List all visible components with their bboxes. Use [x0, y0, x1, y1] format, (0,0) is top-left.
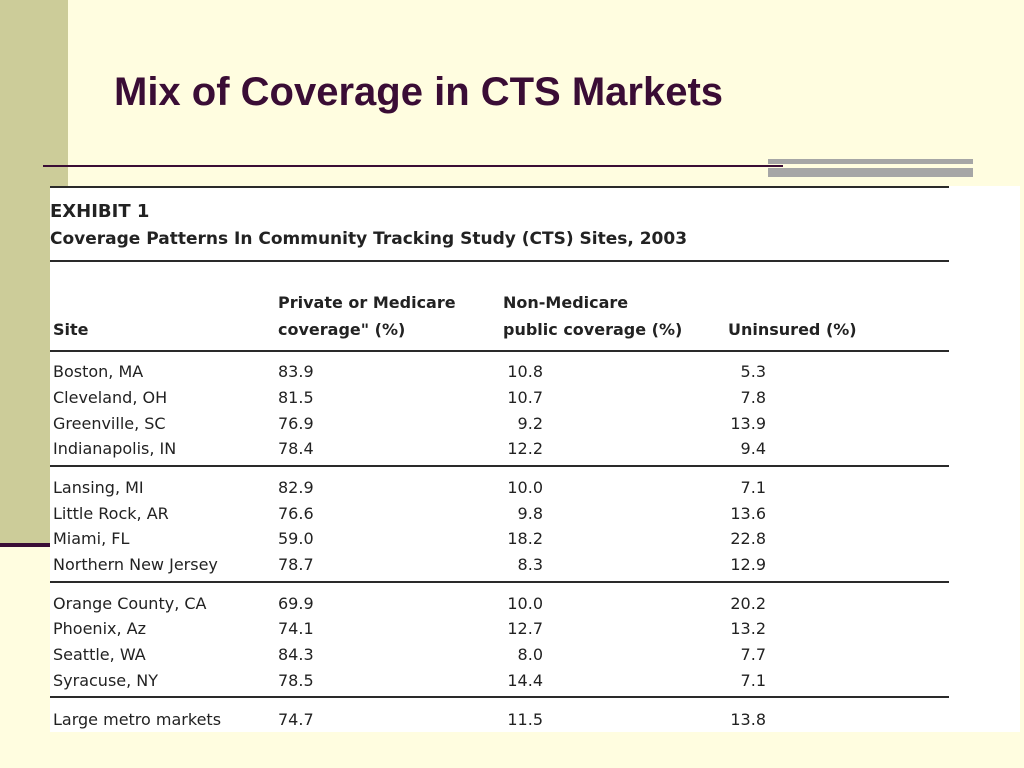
left-accent-line [0, 543, 52, 547]
group-rule-1 [50, 465, 949, 467]
cell-public: 11.5 [507, 710, 543, 729]
table-top-rule [50, 186, 949, 188]
cell-private: 84.3 [278, 645, 314, 664]
cell-uninsured: 13.2 [730, 619, 766, 638]
header-uninsured: Uninsured (%) [728, 320, 857, 339]
cell-uninsured: 9.4 [740, 439, 766, 458]
cell-public: 8.3 [517, 555, 543, 574]
cell-uninsured: 13.9 [730, 414, 766, 433]
cell-public: 10.0 [507, 478, 543, 497]
cell-uninsured: 22.8 [730, 529, 766, 548]
cell-private: 59.0 [278, 529, 314, 548]
cell-public: 10.8 [507, 362, 543, 381]
header-private-line1: Private or Medicare [278, 293, 456, 312]
cell-private: 69.9 [278, 594, 314, 613]
cell-private: 74.1 [278, 619, 314, 638]
cell-private: 78.4 [278, 439, 314, 458]
header-private-line2: coverage" (%) [278, 320, 406, 339]
cell-private: 81.5 [278, 388, 314, 407]
cell-uninsured: 7.1 [740, 478, 766, 497]
exhibit-caption: Coverage Patterns In Community Tracking … [50, 229, 688, 249]
header-public-line1: Non-Medicare [503, 293, 629, 312]
cell-private: 78.5 [278, 671, 314, 690]
exhibit-table-image: EXHIBIT 1 Coverage Patterns In Community… [50, 186, 1020, 732]
gray-bar-top [768, 159, 973, 164]
cell-public: 10.7 [507, 388, 543, 407]
gray-decor-bars [768, 159, 973, 178]
cell-uninsured: 7.8 [740, 388, 766, 407]
cell-public: 12.2 [507, 439, 543, 458]
header-public: Non-Medicare public coverage (%) [503, 289, 682, 343]
cell-public: 9.2 [517, 414, 543, 433]
cell-public: 9.8 [517, 504, 543, 523]
cell-uninsured: 5.3 [740, 362, 766, 381]
header-rule [50, 350, 949, 352]
cell-private: 83.9 [278, 362, 314, 381]
cell-private: 82.9 [278, 478, 314, 497]
cell-private: 76.6 [278, 504, 314, 523]
gray-bar-bottom [768, 168, 973, 177]
group-rule-3 [50, 696, 949, 698]
header-public-line2: public coverage (%) [503, 320, 683, 339]
cell-site: Little Rock, AR [53, 504, 169, 523]
cell-uninsured: 7.1 [740, 671, 766, 690]
cell-site: Indianapolis, IN [53, 439, 177, 458]
cell-site: Miami, FL [53, 529, 130, 548]
cell-public: 12.7 [507, 619, 543, 638]
cell-public: 10.0 [507, 594, 543, 613]
cell-uninsured: 7.7 [740, 645, 766, 664]
cell-site: Boston, MA [53, 362, 144, 381]
cell-public: 18.2 [507, 529, 543, 548]
cell-uninsured: 20.2 [730, 594, 766, 613]
cell-uninsured: 13.8 [730, 710, 766, 729]
caption-rule [50, 260, 949, 262]
exhibit-label: EXHIBIT 1 [50, 201, 150, 222]
cell-site: Lansing, MI [53, 478, 144, 497]
cell-private: 74.7 [278, 710, 314, 729]
cell-site: Phoenix, Az [53, 619, 146, 638]
cell-public: 14.4 [507, 671, 543, 690]
cell-site: Cleveland, OH [53, 388, 168, 407]
cell-site: Greenville, SC [53, 414, 166, 433]
cell-site: Syracuse, NY [53, 671, 159, 690]
title-divider [43, 165, 783, 167]
header-private: Private or Medicare coverage" (%) [278, 289, 456, 343]
cell-site: Large metro markets [53, 710, 222, 729]
cell-site: Orange County, CA [53, 594, 207, 613]
cell-site: Northern New Jersey [53, 555, 218, 574]
cell-private: 78.7 [278, 555, 314, 574]
cell-private: 76.9 [278, 414, 314, 433]
cell-public: 8.0 [517, 645, 543, 664]
group-rule-2 [50, 581, 949, 583]
cell-site: Seattle, WA [53, 645, 146, 664]
header-site: Site [53, 320, 89, 339]
cell-uninsured: 12.9 [730, 555, 766, 574]
slide-title: Mix of Coverage in CTS Markets [114, 70, 724, 114]
cell-uninsured: 13.6 [730, 504, 766, 523]
